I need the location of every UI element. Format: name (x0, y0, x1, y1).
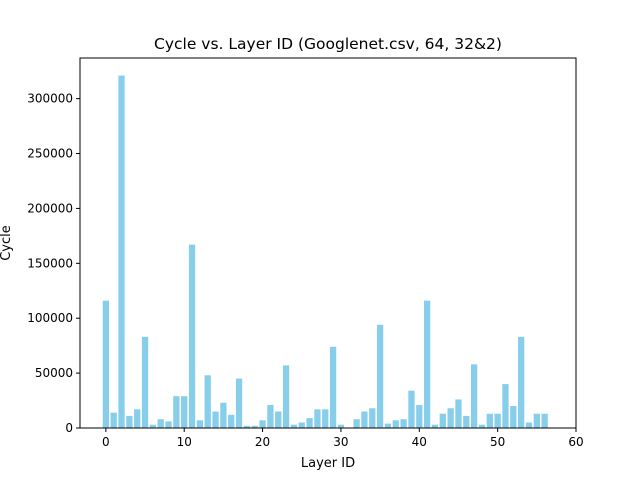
bar-layer-35 (376, 324, 384, 428)
bar-layer-51 (502, 384, 509, 428)
bar-layer-27 (314, 409, 321, 428)
bar-layer-42 (431, 424, 439, 428)
bar-layer-24 (290, 424, 298, 428)
y-axis-label: Cycle (0, 225, 14, 261)
bar-layer-18 (243, 425, 251, 428)
y-tick-label: 150000 (27, 256, 73, 270)
x-tick-label: 40 (412, 435, 427, 449)
plot-frame (79, 57, 577, 429)
bar-layer-2 (118, 75, 125, 428)
bar-layer-5 (141, 336, 149, 428)
bar-layer-0 (102, 300, 109, 428)
bar-layer-25 (298, 422, 305, 428)
bar-layer-40 (416, 404, 423, 428)
y-tick-label: 250000 (27, 147, 73, 161)
y-tick-label: 50000 (35, 366, 73, 380)
bars-group (102, 75, 548, 428)
bar-layer-54 (525, 422, 533, 428)
y-tick-label: 0 (65, 421, 73, 435)
bar-layer-15 (220, 402, 227, 428)
bar-layer-9 (173, 396, 180, 428)
x-tick-label: 30 (333, 435, 348, 449)
x-tick-label: 50 (490, 435, 505, 449)
bar-layer-55 (533, 413, 540, 428)
x-tick-label: 10 (177, 435, 192, 449)
bar-layer-33 (361, 411, 368, 428)
bar-layer-50 (494, 413, 501, 428)
bar-layer-6 (149, 424, 157, 428)
bar-layer-37 (392, 420, 399, 428)
bar-layer-19 (251, 425, 258, 428)
bar-layer-22 (275, 411, 282, 428)
bar-layer-20 (259, 420, 266, 428)
bar-layer-3 (126, 415, 133, 428)
bar-layer-30 (337, 424, 345, 428)
bar-layer-47 (471, 364, 478, 428)
x-axis-label: Layer ID (301, 456, 355, 471)
bar-layer-10 (181, 396, 188, 428)
bar-layer-39 (408, 390, 415, 428)
bar-layer-38 (400, 419, 407, 428)
y-tick-label: 300000 (27, 92, 73, 106)
bar-layer-1 (110, 412, 117, 428)
y-tick-label: 200000 (27, 201, 73, 215)
chart-title: Cycle vs. Layer ID (Googlenet.csv, 64, 3… (154, 35, 502, 53)
bar-layer-43 (439, 413, 446, 428)
bar-layer-28 (322, 409, 329, 428)
bar-layer-41 (423, 300, 431, 428)
bar-layer-23 (282, 365, 290, 428)
y-tick-label: 100000 (27, 311, 73, 325)
bar-layer-16 (228, 414, 235, 428)
bar-layer-32 (353, 419, 360, 428)
bar-layer-26 (306, 418, 313, 428)
bar-layer-7 (157, 419, 164, 428)
y-axis-ticks: 0 50000 100000 150000 200000 250000 300000 (27, 92, 80, 435)
x-tick-label: 20 (255, 435, 270, 449)
bar-layer-48 (478, 424, 486, 428)
bar-layer-36 (384, 423, 392, 428)
bar-layer-13 (204, 375, 211, 428)
bar-layer-56 (541, 413, 548, 428)
bar-layer-11 (188, 244, 196, 428)
x-tick-label: 60 (568, 435, 583, 449)
bar-layer-14 (212, 411, 219, 428)
bar-layer-49 (486, 413, 493, 428)
bar-layer-44 (447, 408, 454, 428)
bar-layer-21 (267, 404, 274, 428)
bar-layer-53 (518, 336, 525, 428)
bar-layer-34 (369, 408, 376, 428)
x-axis-ticks: 0 10 20 30 40 50 60 (102, 428, 584, 449)
x-tick-label: 0 (102, 435, 110, 449)
bar-layer-12 (196, 420, 204, 428)
bar-layer-52 (510, 406, 517, 428)
bar-layer-4 (134, 409, 141, 428)
bar-layer-45 (455, 399, 462, 428)
bar-layer-17 (235, 378, 243, 428)
bar-layer-29 (329, 346, 337, 428)
bar-layer-46 (463, 415, 470, 428)
bar-layer-8 (165, 421, 172, 428)
